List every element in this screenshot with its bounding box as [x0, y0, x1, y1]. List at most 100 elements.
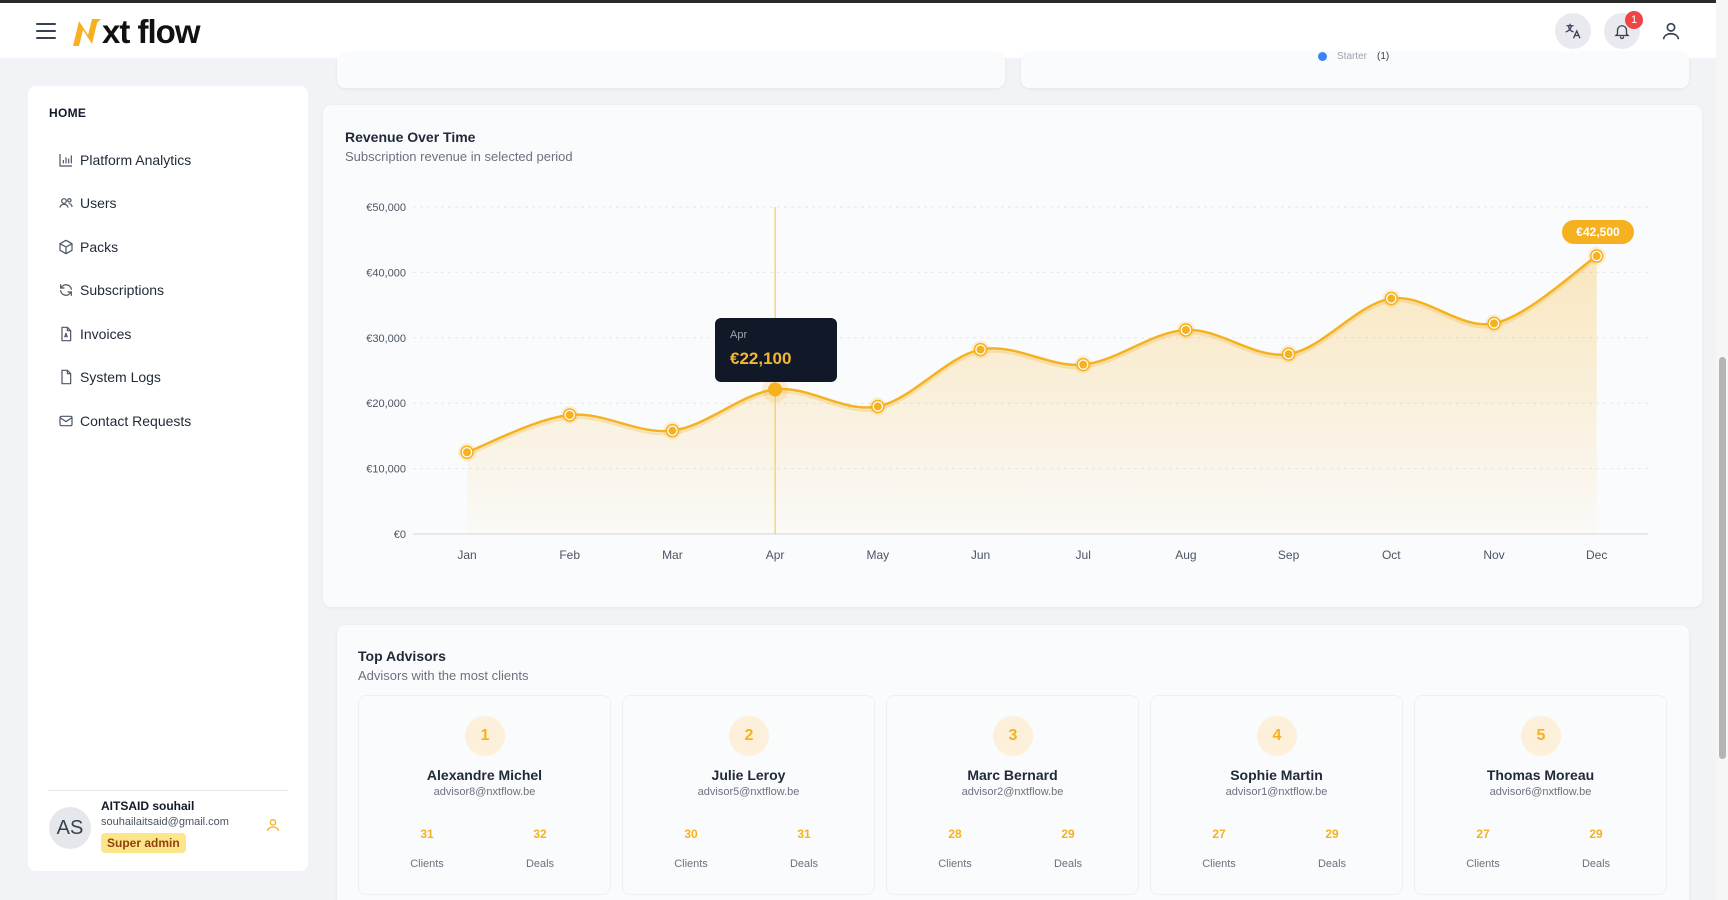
clients-label: Clients	[1466, 858, 1500, 870]
advisor-clients: 27 Clients	[1433, 827, 1533, 870]
deals-value: 29	[1061, 827, 1075, 841]
clients-value: 28	[948, 827, 962, 841]
y-tick-label: €0	[394, 529, 406, 541]
y-tick-label: €10,000	[366, 464, 406, 476]
advisor-card[interactable]: 4 Sophie Martin advisor1@nxtflow.be 27 Cl…	[1150, 695, 1403, 895]
deals-label: Deals	[1581, 858, 1611, 870]
advisor-card[interactable]: 2 Julie Leroy advisor5@nxtflow.be 30 Clie…	[622, 695, 875, 895]
clients-label: Clients	[1202, 858, 1236, 870]
x-tick-label: Jan	[457, 548, 476, 562]
x-tick-label: May	[866, 548, 889, 562]
file-icon	[61, 369, 72, 385]
peak-value-badge: €42,500	[1562, 220, 1634, 244]
y-tick-label: €40,000	[366, 267, 406, 279]
advisor-name: Marc Bernard	[967, 767, 1058, 783]
sidebar-item-contact-requests[interactable]: Contact Requests	[58, 399, 298, 443]
advisor-email: advisor2@nxtflow.be	[961, 786, 1064, 798]
sidebar-item-subscriptions[interactable]: Subscriptions	[58, 269, 298, 313]
sidebar-item-label: Invoices	[80, 325, 132, 342]
advisors-grid: 1 Alexandre Michel advisor8@nxtflow.be 3…	[358, 695, 1667, 895]
user-icon	[1662, 22, 1680, 40]
notification-badge: 1	[1625, 11, 1643, 29]
clients-label: Clients	[674, 858, 708, 870]
data-point	[668, 426, 677, 435]
file-invoice-icon	[61, 326, 72, 342]
window-top-border	[0, 0, 1728, 3]
sidebar-item-packs[interactable]: Packs	[58, 225, 298, 269]
advisor-rank: 5	[1521, 716, 1561, 756]
advisor-card[interactable]: 3 Marc Bernard advisor2@nxtflow.be 28 Cli…	[886, 695, 1139, 895]
advisor-deals: 29 Deals	[1282, 827, 1382, 870]
deals-label: Deals	[525, 858, 555, 870]
translate-icon	[1565, 23, 1581, 39]
menu-icon[interactable]	[36, 23, 56, 39]
x-tick-label: Oct	[1382, 548, 1401, 562]
revenue-title: Revenue Over Time	[345, 129, 476, 145]
advisor-name: Sophie Martin	[1230, 767, 1323, 783]
translate-button[interactable]	[1555, 13, 1591, 49]
top-advisors-card: Top Advisors Advisors with the most clie…	[337, 625, 1689, 900]
sidebar-item-invoices[interactable]: Invoices	[58, 312, 298, 356]
data-point	[768, 382, 783, 397]
revenue-card: Revenue Over Time Subscription revenue i…	[323, 105, 1702, 607]
data-point	[1592, 252, 1601, 261]
sidebar-section-title: HOME	[49, 106, 87, 120]
user-email: souhailaitsaid@gmail.com	[101, 816, 229, 828]
user-name: AITSAID souhail	[101, 799, 195, 813]
clients-value: 31	[420, 827, 434, 841]
sidebar-item-platform-analytics[interactable]: Platform Analytics	[58, 138, 298, 182]
sidebar-item-label: Packs	[80, 238, 119, 255]
revenue-chart[interactable]: €0 €10,000 €20,000 €30,000 €40,000 €50,000 Jan…	[323, 105, 1702, 607]
advisor-name: Alexandre Michel	[426, 767, 543, 783]
advisor-clients: 27 Clients	[1169, 827, 1269, 870]
sidebar-item-users[interactable]: Users	[58, 182, 298, 226]
data-point	[1387, 294, 1396, 303]
revenue-area	[467, 256, 1597, 534]
top-header: xt flow 1	[0, 3, 1716, 58]
sidebar-item-label: System Logs	[80, 369, 161, 386]
advisors-title: Top Advisors	[358, 648, 446, 664]
data-point	[1284, 350, 1293, 359]
data-point	[873, 402, 882, 411]
clients-label: Clients	[938, 858, 972, 870]
bar-chart-icon	[59, 153, 72, 167]
advisor-card[interactable]: 1 Alexandre Michel advisor8@nxtflow.be 3…	[358, 695, 611, 895]
chart-tooltip: Apr €22,100	[715, 318, 837, 382]
users-icon	[59, 198, 73, 208]
profile-user-icon[interactable]	[265, 817, 281, 833]
sidebar-divider	[48, 790, 288, 791]
app-logo[interactable]: xt flow	[70, 13, 200, 51]
advisor-clients: 28 Clients	[905, 827, 1005, 870]
data-point	[1079, 360, 1088, 369]
sidebar-item-label: Subscriptions	[80, 282, 165, 299]
y-tick-label: €50,000	[366, 202, 406, 214]
scrollbar-thumb[interactable]	[1719, 357, 1726, 759]
sidebar-item-system-logs[interactable]: System Logs	[58, 356, 298, 400]
advisor-deals: 29 Deals	[1546, 827, 1646, 870]
stats-card-left	[337, 52, 1005, 88]
advisor-deals: 29 Deals	[1018, 827, 1118, 870]
profile-button[interactable]	[1653, 13, 1689, 49]
x-tick-label: Sep	[1278, 548, 1300, 562]
legend-dot	[1318, 52, 1327, 61]
tooltip-month: Apr	[730, 329, 748, 341]
sidebar-item-label: Users	[80, 195, 117, 212]
advisor-email: advisor8@nxtflow.be	[433, 786, 536, 798]
advisor-card[interactable]: 5 Thomas Moreau advisor6@nxtflow.be 27 Cl…	[1414, 695, 1667, 895]
advisor-rank: 4	[1257, 716, 1297, 756]
deals-value: 29	[1589, 827, 1603, 841]
advisor-deals: 31 Deals	[754, 827, 854, 870]
x-tick-label: Jun	[971, 548, 990, 562]
clients-value: 30	[684, 827, 698, 841]
sidebar: HOME Platform Analytics Users Packs Subs…	[28, 86, 308, 871]
tooltip-value: €22,100	[730, 349, 792, 368]
deals-label: Deals	[1317, 858, 1347, 870]
sidebar-nav: Platform Analytics Users Packs Subscript…	[58, 138, 298, 443]
data-point	[1490, 319, 1498, 328]
x-tick-label: Jul	[1076, 548, 1091, 562]
revenue-subtitle: Subscription revenue in selected period	[345, 149, 573, 164]
advisor-name: Thomas Moreau	[1486, 767, 1595, 783]
avatar[interactable]: AS	[49, 807, 91, 849]
clients-value: 27	[1476, 827, 1490, 841]
x-tick-label: Dec	[1586, 548, 1607, 562]
